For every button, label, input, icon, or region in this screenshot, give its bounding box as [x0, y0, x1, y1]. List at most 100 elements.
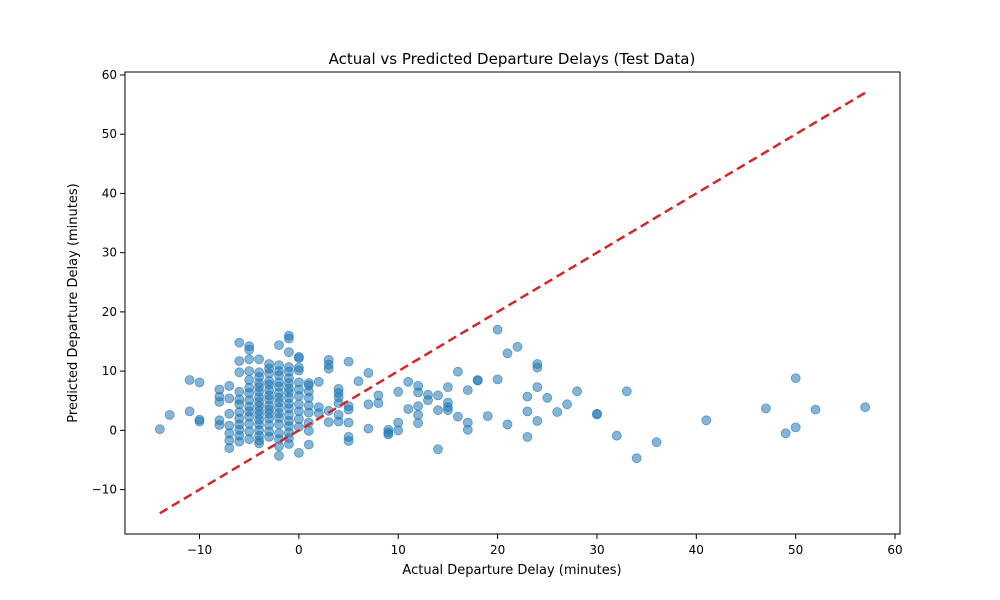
- data-point: [790, 422, 801, 433]
- data-point: [542, 392, 553, 403]
- data-point: [264, 431, 275, 442]
- data-point: [492, 324, 503, 335]
- x-tick-label: 10: [391, 543, 406, 557]
- data-point: [810, 404, 821, 415]
- y-tick-label: 50: [102, 127, 117, 141]
- data-point: [343, 417, 354, 428]
- y-tick-label: 0: [109, 423, 117, 437]
- data-point: [522, 431, 533, 442]
- x-tick-label: −10: [187, 543, 212, 557]
- data-point: [283, 439, 294, 449]
- data-point: [433, 405, 443, 416]
- data-point: [860, 402, 871, 413]
- data-point: [403, 376, 414, 387]
- y-tick-label: 20: [102, 305, 117, 319]
- data-point: [154, 424, 165, 435]
- y-axis-ticks: −10 0 10 20 30 40 50 60: [92, 68, 125, 497]
- axes: [124, 71, 901, 535]
- data-point: [442, 405, 453, 416]
- data-point: [393, 386, 404, 397]
- data-point: [234, 367, 245, 378]
- data-point: [413, 387, 424, 398]
- data-point: [462, 385, 473, 396]
- data-point: [761, 403, 771, 414]
- data-point: [303, 439, 314, 450]
- data-point: [333, 398, 344, 409]
- data-point: [343, 356, 354, 367]
- data-point: [363, 399, 374, 410]
- data-point: [552, 407, 563, 417]
- data-point: [790, 373, 801, 384]
- data-point: [323, 363, 334, 374]
- data-point: [363, 423, 374, 434]
- data-point: [244, 344, 255, 355]
- data-point: [522, 391, 533, 402]
- y-axis-label: Predicted Departure Delay (minutes): [66, 183, 81, 422]
- data-point: [234, 337, 245, 348]
- chart-title: Actual vs Predicted Departure Delays (Te…: [329, 50, 696, 68]
- data-point: [413, 401, 424, 412]
- data-point: [194, 416, 205, 427]
- data-point: [323, 417, 334, 428]
- y-tick-label: 60: [102, 68, 117, 82]
- data-point: [532, 382, 543, 393]
- data-point: [621, 386, 632, 397]
- data-point: [532, 362, 543, 373]
- data-point: [293, 353, 304, 364]
- data-point: [303, 407, 314, 418]
- data-point: [701, 415, 712, 426]
- data-point: [184, 375, 195, 385]
- data-point: [423, 395, 433, 406]
- reference-line: [159, 91, 866, 515]
- data-point: [562, 399, 572, 410]
- data-point: [274, 340, 284, 351]
- x-axis-ticks: −10 0 10 20 30 40 50 60: [187, 534, 903, 557]
- data-point: [651, 437, 662, 448]
- data-point: [234, 436, 245, 447]
- data-point: [403, 404, 414, 414]
- data-point: [283, 333, 294, 344]
- data-point: [254, 354, 265, 365]
- x-tick-label: 20: [490, 543, 505, 557]
- data-point: [442, 382, 453, 393]
- data-point: [333, 416, 344, 427]
- data-point: [413, 409, 424, 420]
- data-point: [353, 376, 364, 387]
- data-point: [244, 354, 255, 365]
- data-point: [433, 390, 443, 401]
- data-point: [452, 411, 463, 422]
- data-point: [452, 366, 463, 377]
- data-point: [462, 424, 473, 435]
- data-point: [592, 408, 602, 419]
- data-point: [611, 430, 622, 441]
- axes-frame: [124, 71, 901, 535]
- data-point: [383, 427, 394, 438]
- data-point: [244, 434, 255, 445]
- data-point: [373, 398, 384, 409]
- x-tick-label: 40: [689, 543, 704, 557]
- data-point: [214, 396, 225, 407]
- data-point: [283, 347, 294, 358]
- y-tick-label: −10: [92, 483, 117, 497]
- x-tick-label: 60: [887, 543, 902, 557]
- y-tick-label: 30: [102, 246, 117, 260]
- y-tick-label: 10: [102, 364, 117, 378]
- data-point: [224, 380, 235, 391]
- data-point: [492, 374, 503, 385]
- data-point: [780, 428, 791, 439]
- x-tick-label: 0: [295, 543, 303, 557]
- data-point: [343, 404, 354, 415]
- data-point: [293, 447, 304, 458]
- y-tick-label: 40: [102, 186, 117, 200]
- data-point: [502, 419, 513, 430]
- data-point: [393, 425, 404, 436]
- data-point: [433, 444, 443, 455]
- data-point: [413, 418, 424, 429]
- data-point: [343, 436, 354, 446]
- data-point: [254, 438, 265, 449]
- data-point: [274, 450, 284, 461]
- data-point: [363, 367, 374, 378]
- data-point: [224, 408, 235, 419]
